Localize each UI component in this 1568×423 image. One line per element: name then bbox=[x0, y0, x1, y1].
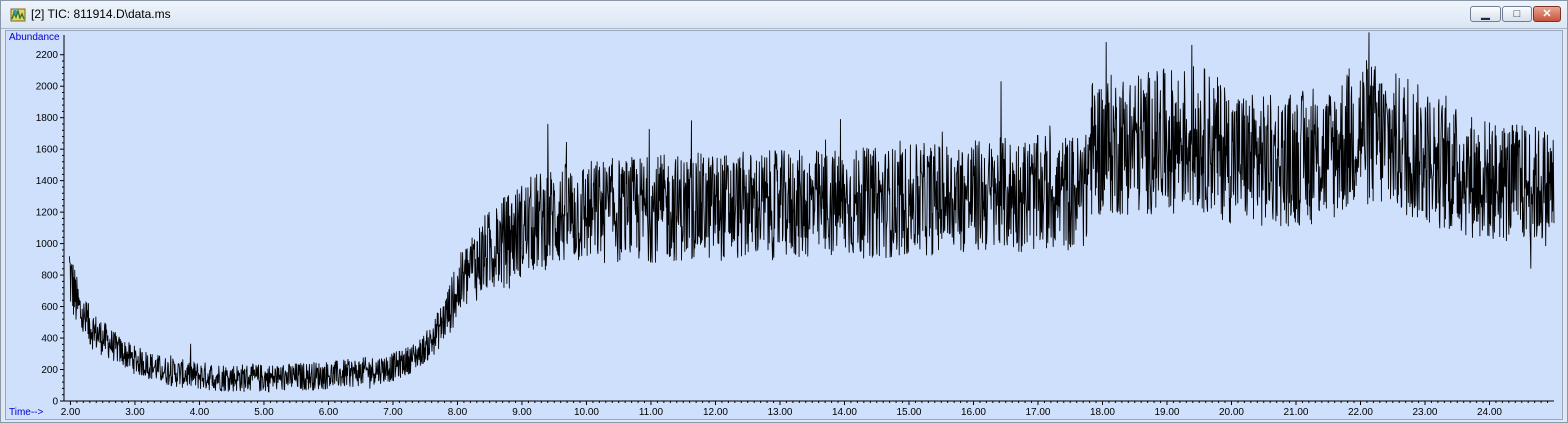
tic-trace-line bbox=[68, 32, 1555, 393]
y-tick-label: 1800 bbox=[36, 113, 59, 124]
y-tick-label: 1000 bbox=[36, 239, 59, 250]
x-tick-label: 17.00 bbox=[1025, 407, 1050, 418]
x-tick-label: 10.00 bbox=[574, 407, 599, 418]
window-titlebar[interactable]: [2] TIC: 811914.D\data.ms ▁ □ ✕ bbox=[1, 1, 1567, 29]
y-tick-label: 1600 bbox=[36, 145, 59, 156]
maximize-icon: □ bbox=[1513, 7, 1521, 20]
x-tick-label: 14.00 bbox=[832, 407, 857, 418]
y-tick-label: 2200 bbox=[36, 50, 59, 61]
x-tick-label: 22.00 bbox=[1348, 407, 1373, 418]
y-tick-label: 200 bbox=[41, 365, 58, 376]
x-tick-label: 16.00 bbox=[961, 407, 986, 418]
minimize-icon: ▁ bbox=[1481, 7, 1490, 20]
x-axis-label: Time--> bbox=[9, 407, 44, 418]
y-tick-label: 2000 bbox=[36, 82, 59, 93]
minimize-button[interactable]: ▁ bbox=[1470, 6, 1501, 22]
chromatogram-plot-area[interactable]: 0 200 400 600 800 1000 1200 1400 1600 1800 2000 220… bbox=[5, 30, 1563, 420]
x-tick-label: 18.00 bbox=[1090, 407, 1115, 418]
x-tick-label: 2.00 bbox=[61, 407, 81, 418]
x-tick-label: 23.00 bbox=[1412, 407, 1437, 418]
x-tick-label: 15.00 bbox=[896, 407, 921, 418]
x-tick-label: 3.00 bbox=[125, 407, 145, 418]
x-tick-label: 12.00 bbox=[703, 407, 728, 418]
y-axis-label: Abundance bbox=[9, 32, 60, 43]
x-tick-label: 24.00 bbox=[1477, 407, 1502, 418]
maximize-button[interactable]: □ bbox=[1502, 6, 1532, 22]
close-button[interactable]: ✕ bbox=[1533, 6, 1561, 22]
x-tick-label: 7.00 bbox=[383, 407, 403, 418]
close-icon: ✕ bbox=[1542, 7, 1552, 20]
x-tick-label: 9.00 bbox=[512, 407, 532, 418]
y-tick-label: 1200 bbox=[36, 208, 59, 219]
y-tick-label: 400 bbox=[41, 334, 58, 345]
y-tick-label: 0 bbox=[52, 397, 58, 408]
y-tick-label: 1400 bbox=[36, 176, 59, 187]
x-tick-label: 5.00 bbox=[254, 407, 274, 418]
y-tick-label: 800 bbox=[41, 271, 58, 282]
x-tick-label: 11.00 bbox=[639, 407, 664, 418]
x-tick-label: 13.00 bbox=[767, 407, 792, 418]
x-tick-label: 20.00 bbox=[1219, 407, 1244, 418]
y-tick-label: 600 bbox=[41, 302, 58, 313]
chromatogram-app-icon bbox=[10, 8, 26, 22]
tic-chart[interactable]: 0 200 400 600 800 1000 1200 1400 1600 1800 2000 220… bbox=[6, 31, 1562, 419]
x-tick-label: 19.00 bbox=[1154, 407, 1179, 418]
x-tick-label: 21.00 bbox=[1283, 407, 1308, 418]
window-title: [2] TIC: 811914.D\data.ms bbox=[31, 7, 171, 21]
x-tick-label: 8.00 bbox=[448, 407, 468, 418]
x-tick-label: 4.00 bbox=[190, 407, 210, 418]
x-tick-label: 6.00 bbox=[319, 407, 339, 418]
